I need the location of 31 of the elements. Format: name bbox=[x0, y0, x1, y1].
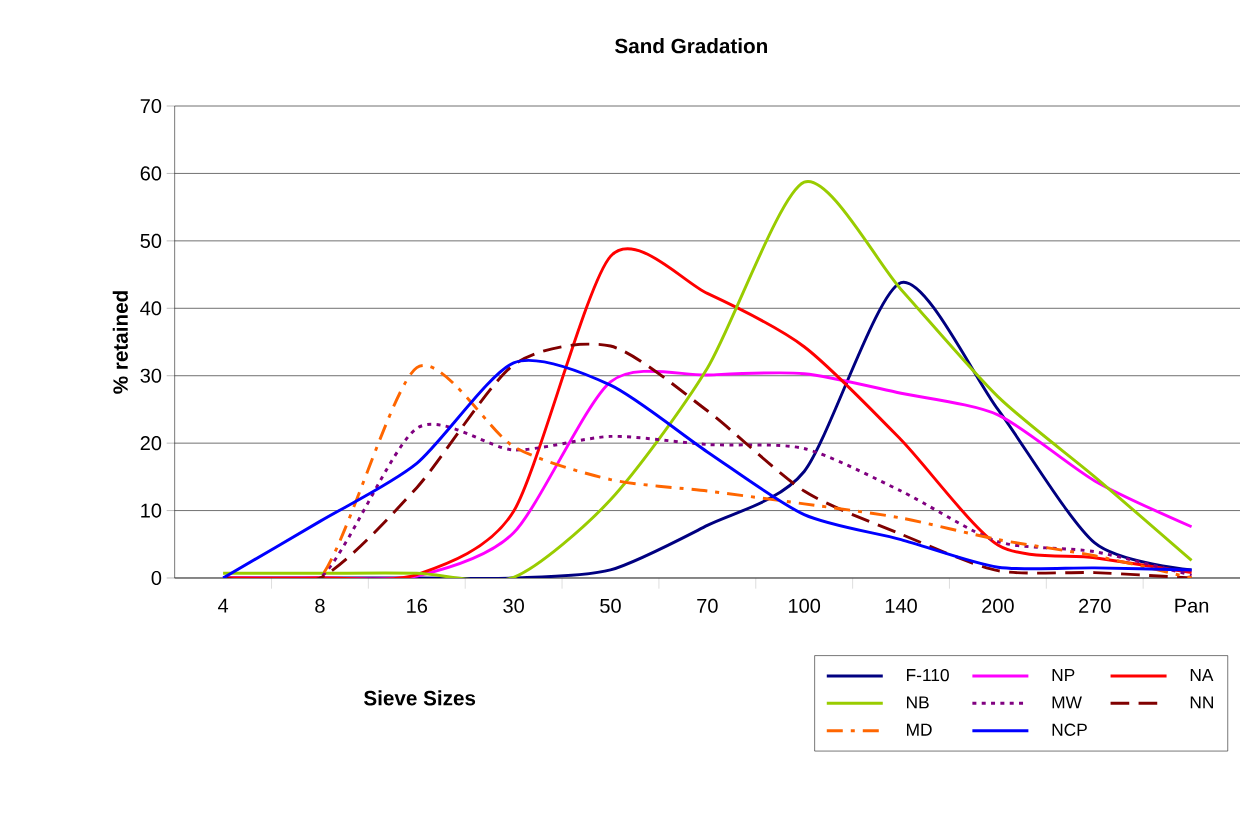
x-tick-label: 100 bbox=[789, 598, 821, 613]
x-tick-label: 200 bbox=[982, 598, 1014, 613]
y-tick-label: 40 bbox=[140, 301, 162, 316]
y-axis-title: % retained bbox=[112, 291, 128, 394]
legend-label: MD bbox=[907, 723, 932, 736]
chart-title: Sand Gradation bbox=[615, 38, 767, 54]
x-tick-label: 8 bbox=[315, 598, 325, 613]
legend-label: NN bbox=[1190, 696, 1213, 709]
y-tick-label: 30 bbox=[140, 368, 162, 383]
legend-label: NCP bbox=[1052, 723, 1087, 736]
y-tick-label: 0 bbox=[151, 570, 162, 586]
y-tick-label: 50 bbox=[140, 233, 162, 248]
x-tick-label: 270 bbox=[1079, 598, 1111, 613]
legend-label: MW bbox=[1052, 696, 1082, 709]
x-tick-label: 4 bbox=[217, 598, 229, 613]
y-tick-label: 60 bbox=[140, 166, 162, 181]
x-tick-label: Pan bbox=[1175, 598, 1209, 613]
legend-label: NB bbox=[907, 696, 929, 709]
y-tick-label: 10 bbox=[141, 503, 162, 518]
x-tick-label: 140 bbox=[885, 598, 917, 613]
x-tick-label: 70 bbox=[697, 598, 718, 613]
line-series bbox=[221, 180, 1194, 578]
legend-label: NP bbox=[1052, 669, 1075, 681]
y-tick-label: 70 bbox=[140, 98, 162, 114]
x-axis-title: Sieve Sizes bbox=[363, 690, 476, 706]
y-tick-label: 20 bbox=[140, 436, 162, 451]
x-tick-label: 30 bbox=[503, 598, 524, 613]
legend-label: NA bbox=[1190, 669, 1214, 681]
x-tick-label: 50 bbox=[600, 598, 621, 613]
legend-label: F-110 bbox=[907, 668, 949, 682]
x-tick-label: 16 bbox=[407, 598, 428, 613]
